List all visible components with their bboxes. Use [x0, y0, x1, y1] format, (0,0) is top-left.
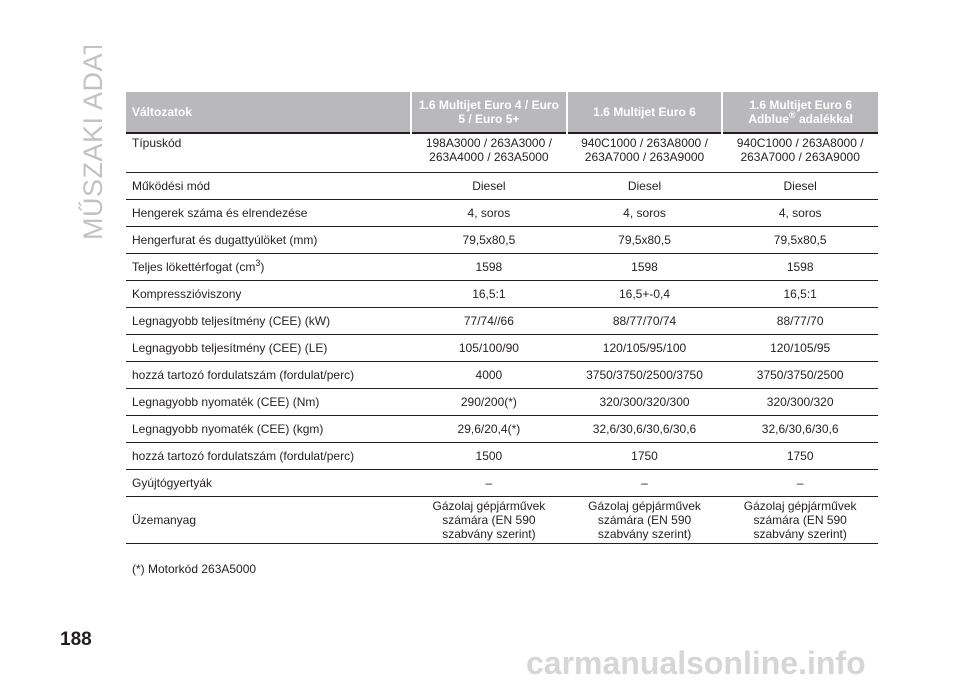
- row-value-1: –: [411, 469, 567, 497]
- row-value-2: Gázolaj gépjárművek számára (EN 590 szab…: [566, 496, 723, 544]
- footnote: (*) Motorkód 263A5000: [132, 562, 257, 576]
- row-label: hozzá tartozó fordulatszám (fordulat/per…: [126, 442, 412, 470]
- row-label: Működési mód: [126, 172, 412, 200]
- row-value-1: 79,5x80,5: [411, 226, 567, 254]
- cubic-superscript: 3: [255, 258, 261, 268]
- row-label: Típuskód: [126, 132, 412, 173]
- side-section-title-text: MŰSZAKI ADATOK: [77, 46, 108, 240]
- row-label-close: ): [260, 260, 265, 274]
- table-row-fuel: Üzemanyag Gázolaj gépjárművek számára (E…: [126, 496, 878, 544]
- row-label: Legnagyobb nyomaték (CEE) (Nm): [126, 388, 412, 416]
- row-label: Gyújtógyertyák: [126, 469, 412, 497]
- header-col-euro4-5: 1.6 Multijet Euro 4 / Euro 5 / Euro 5+: [410, 92, 567, 133]
- row-label: Legnagyobb teljesítmény (CEE) (LE): [126, 334, 412, 362]
- table-row-torque-rpm: hozzá tartozó fordulatszám (fordulat/per…: [126, 442, 878, 470]
- row-label: Hengerfurat és dugattyúlöket (mm): [126, 226, 412, 254]
- row-value-1: 105/100/90: [411, 334, 567, 362]
- row-value-3: –: [722, 469, 878, 497]
- row-value-3: Diesel: [722, 172, 878, 200]
- watermark: carmanualsonline.info: [526, 645, 866, 680]
- row-value-2: 88/77/70/74: [566, 307, 723, 335]
- row-label: Hengerek száma és elrendezése: [126, 199, 412, 227]
- row-value-1: 4, soros: [411, 199, 567, 227]
- row-value-3: 79,5x80,5: [722, 226, 878, 254]
- specs-table: Változatok 1.6 Multijet Euro 4 / Euro 5 …: [126, 92, 878, 544]
- table-row-spark-plugs: Gyújtógyertyák – – –: [126, 469, 878, 497]
- table-header-row: Változatok 1.6 Multijet Euro 4 / Euro 5 …: [126, 92, 878, 133]
- row-value-1: 1598: [411, 253, 567, 281]
- table-row-cylinders: Hengerek száma és elrendezése 4, soros 4…: [126, 199, 878, 227]
- table-row-power-hp: Legnagyobb teljesítmény (CEE) (LE) 105/1…: [126, 334, 878, 362]
- row-value-3: 16,5:1: [722, 280, 878, 308]
- row-value-1: 198A3000 / 263A3000 / 263A4000 / 263A500…: [411, 132, 567, 173]
- table-row-torque-kgm: Legnagyobb nyomaték (CEE) (kgm) 29,6/20,…: [126, 415, 878, 443]
- table-row-displacement: Teljes lökettérfogat (cm3) 1598 1598 159…: [126, 253, 878, 281]
- row-value-2: 1598: [566, 253, 723, 281]
- row-value-1: 16,5:1: [411, 280, 567, 308]
- header-col-euro6-adblue: 1.6 Multijet Euro 6 Adblue® adalékkal: [721, 92, 878, 133]
- row-value-2: 16,5+-0,4: [566, 280, 723, 308]
- table-row-bore-stroke: Hengerfurat és dugattyúlöket (mm) 79,5x8…: [126, 226, 878, 254]
- header-col-euro6-adblue-line2a: Adblue: [748, 112, 789, 126]
- table-row-torque-nm: Legnagyobb nyomaték (CEE) (Nm) 290/200(*…: [126, 388, 878, 416]
- row-value-1: 290/200(*): [411, 388, 567, 416]
- row-value-3: 4, soros: [722, 199, 878, 227]
- row-value-2: Diesel: [566, 172, 723, 200]
- row-label: Legnagyobb nyomaték (CEE) (kgm): [126, 415, 412, 443]
- row-label: Üzemanyag: [126, 496, 412, 544]
- row-value-3: 940C1000 / 263A8000 / 263A7000 / 263A900…: [722, 132, 878, 173]
- row-value-3: 32,6/30,6/30,6: [722, 415, 878, 443]
- row-label: Teljes lökettérfogat (cm3): [126, 253, 412, 281]
- side-section-title: MŰSZAKI ADATOK: [77, 46, 108, 240]
- table-row-power-kw: Legnagyobb teljesítmény (CEE) (kW) 77/74…: [126, 307, 878, 335]
- row-value-3: 88/77/70: [722, 307, 878, 335]
- row-value-2: 940C1000 / 263A8000 / 263A7000 / 263A900…: [566, 132, 723, 173]
- header-col-euro6: 1.6 Multijet Euro 6: [565, 92, 723, 133]
- row-value-1: 77/74//66: [411, 307, 567, 335]
- watermark-text: carmanualsonline.info: [526, 645, 866, 680]
- row-value-1: 29,6/20,4(*): [411, 415, 567, 443]
- table-row-power-rpm: hozzá tartozó fordulatszám (fordulat/per…: [126, 361, 878, 389]
- header-col-euro6-adblue-line1: 1.6 Multijet Euro 6: [749, 98, 852, 112]
- row-value-2: 32,6/30,6/30,6/30,6: [566, 415, 723, 443]
- row-value-2: –: [566, 469, 723, 497]
- row-value-3: 1750: [722, 442, 878, 470]
- row-value-1: 4000: [411, 361, 567, 389]
- row-value-2: 4, soros: [566, 199, 723, 227]
- row-value-3: Gázolaj gépjárművek számára (EN 590 szab…: [722, 496, 878, 544]
- row-value-3: 3750/3750/2500: [722, 361, 878, 389]
- row-label: Legnagyobb teljesítmény (CEE) (kW): [126, 307, 412, 335]
- row-label: Kompresszióviszony: [126, 280, 412, 308]
- row-label-text: Teljes lökettérfogat (cm: [132, 260, 256, 274]
- table-row-compression: Kompresszióviszony 16,5:1 16,5+-0,4 16,5…: [126, 280, 878, 308]
- row-value-2: 3750/3750/2500/3750: [566, 361, 723, 389]
- header-col-euro6-adblue-line2b: adalékkal: [795, 112, 853, 126]
- row-value-2: 320/300/320/300: [566, 388, 723, 416]
- table-row-operation-mode: Működési mód Diesel Diesel Diesel: [126, 172, 878, 200]
- row-label: hozzá tartozó fordulatszám (fordulat/per…: [126, 361, 412, 389]
- row-value-1: 1500: [411, 442, 567, 470]
- row-value-3: 1598: [722, 253, 878, 281]
- row-value-2: 1750: [566, 442, 723, 470]
- table-row-type-code: Típuskód 198A3000 / 263A3000 / 263A4000 …: [126, 132, 878, 173]
- row-value-2: 120/105/95/100: [566, 334, 723, 362]
- header-variants: Változatok: [126, 92, 412, 133]
- row-value-1: Gázolaj gépjárművek számára (EN 590 szab…: [411, 496, 567, 544]
- page-number: 188: [60, 629, 92, 650]
- row-value-3: 120/105/95: [722, 334, 878, 362]
- registered-mark: ®: [788, 110, 796, 120]
- row-value-3: 320/300/320: [722, 388, 878, 416]
- row-value-1: Diesel: [411, 172, 567, 200]
- row-value-2: 79,5x80,5: [566, 226, 723, 254]
